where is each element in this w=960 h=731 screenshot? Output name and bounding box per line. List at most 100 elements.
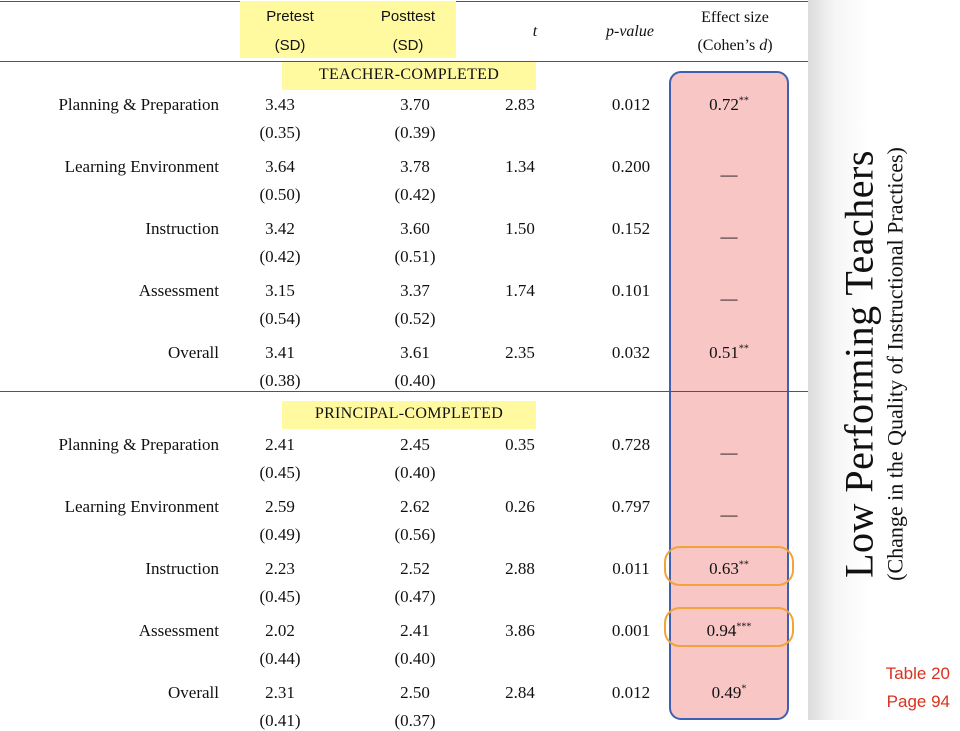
row-label: Learning Environment [64,157,219,176]
posttest-sd: (0.40) [394,463,436,482]
posttest-mean: 3.60 [400,219,430,238]
t-value: 1.34 [505,157,535,176]
header-pretest-sd: (SD) [274,37,306,54]
side-panel [808,0,960,720]
effect-size-value: 0.72** [669,95,789,115]
effect-size-value: — [669,165,789,185]
header-effect-size: Effect size [701,9,769,26]
p-value: 0.797 [611,497,651,516]
posttest-mean: 2.50 [400,683,430,702]
header-pretest: Pretest [266,8,314,25]
p-value: 0.012 [611,683,651,702]
posttest-sd: (0.37) [394,711,436,730]
posttest-mean: 3.61 [400,343,430,362]
header-posttest: Posttest [380,8,436,25]
row-label: Planning & Preparation [58,95,219,114]
effect-size-number: — [720,443,738,462]
t-value: 1.50 [505,219,535,238]
teacher-section-highlight [282,62,536,90]
posttest-mean: 2.62 [400,497,430,516]
pretest-mean: 2.02 [265,621,295,640]
row-label: Overall [168,683,219,702]
significance-marker: *** [736,621,752,633]
pretest-mean: 3.64 [265,157,295,176]
row-label: Planning & Preparation [58,435,219,454]
pretest-mean: 3.43 [265,95,295,114]
t-value: 2.83 [505,95,535,114]
p-value: 0.101 [611,281,651,300]
p-value: 0.001 [611,621,651,640]
page-reference: Page 94 [886,692,950,711]
cohens-label: (Cohen’s [697,37,760,54]
effect-size-number: 0.72 [709,95,739,114]
cohens-close: ) [767,37,773,54]
slide-subtitle: (Change in the Quality of Instructional … [882,147,908,581]
pretest-sd: (0.45) [259,463,301,482]
pretest-sd: (0.38) [259,371,301,390]
header-t: t [532,23,538,40]
t-value: 2.35 [505,343,535,362]
pretest-mean: 2.59 [265,497,295,516]
t-value: 0.26 [505,497,535,516]
effect-size-number: — [720,227,738,246]
p-value: 0.728 [611,435,651,454]
row-label: Instruction [145,559,219,578]
slide-title: Low Performing Teachers [836,150,882,578]
pretest-sd: (0.35) [259,123,301,142]
header-p-value: p-value [580,22,680,42]
effect-size-value: 0.94*** [669,621,789,641]
posttest-mean: 3.78 [400,157,430,176]
significance-marker: ** [738,95,749,107]
row-label: Instruction [145,219,219,238]
posttest-mean: 2.52 [400,559,430,578]
row-label: Assessment [138,621,219,640]
t-value: 2.84 [505,683,535,702]
pretest-sd: (0.42) [259,247,301,266]
posttest-mean: 3.37 [400,281,430,300]
effect-size-number: 0.94 [706,621,737,640]
effect-size-highlight [669,71,789,720]
effect-size-number: 0.63 [709,559,739,578]
p-value: 0.200 [611,157,651,176]
section-principal-completed: PRINCIPAL-COMPLETED [314,405,504,422]
posttest-sd: (0.40) [394,649,436,668]
header-highlight [240,1,456,58]
t-value: 0.35 [505,435,535,454]
pretest-sd: (0.49) [259,525,301,544]
p-value: 0.152 [611,219,651,238]
effect-size-number: 0.49 [711,683,742,702]
p-value: 0.012 [611,95,651,114]
effect-size-value: 0.51** [669,343,789,363]
vertical-title-block: Low Performing Teachers (Change in the Q… [836,147,909,581]
t-value: 1.74 [505,281,535,300]
effect-size-value: — [669,505,789,525]
posttest-mean: 2.41 [400,621,430,640]
posttest-sd: (0.51) [394,247,436,266]
pretest-mean: 3.41 [265,343,295,362]
pretest-mean: 3.42 [265,219,295,238]
effect-size-value: 0.49* [669,683,789,703]
section-rule [0,391,808,392]
pretest-sd: (0.45) [259,587,301,606]
posttest-sd: (0.52) [394,309,436,328]
posttest-sd: (0.42) [394,185,436,204]
effect-size-number: — [720,165,738,184]
effect-size-number: — [720,505,738,524]
row-label: Assessment [138,281,219,300]
results-table: Pretest (SD) Posttest (SD) t p-value Eff… [0,1,808,730]
assessment-effect-ring [664,607,794,647]
header-cohens-d: (Cohen’s d) [670,36,800,56]
p-value: 0.032 [611,343,651,362]
posttest-mean: 2.45 [400,435,430,454]
posttest-sd: (0.56) [394,525,436,544]
t-value: 2.88 [505,559,535,578]
effect-size-number: 0.51 [709,343,739,362]
effect-size-value: 0.63** [669,559,789,579]
effect-size-value: — [669,289,789,309]
pretest-sd: (0.50) [259,185,301,204]
t-value: 3.86 [505,621,535,640]
header-rule [0,61,808,62]
pretest-mean: 3.15 [265,281,295,300]
pretest-mean: 2.41 [265,435,295,454]
posttest-sd: (0.39) [394,123,436,142]
